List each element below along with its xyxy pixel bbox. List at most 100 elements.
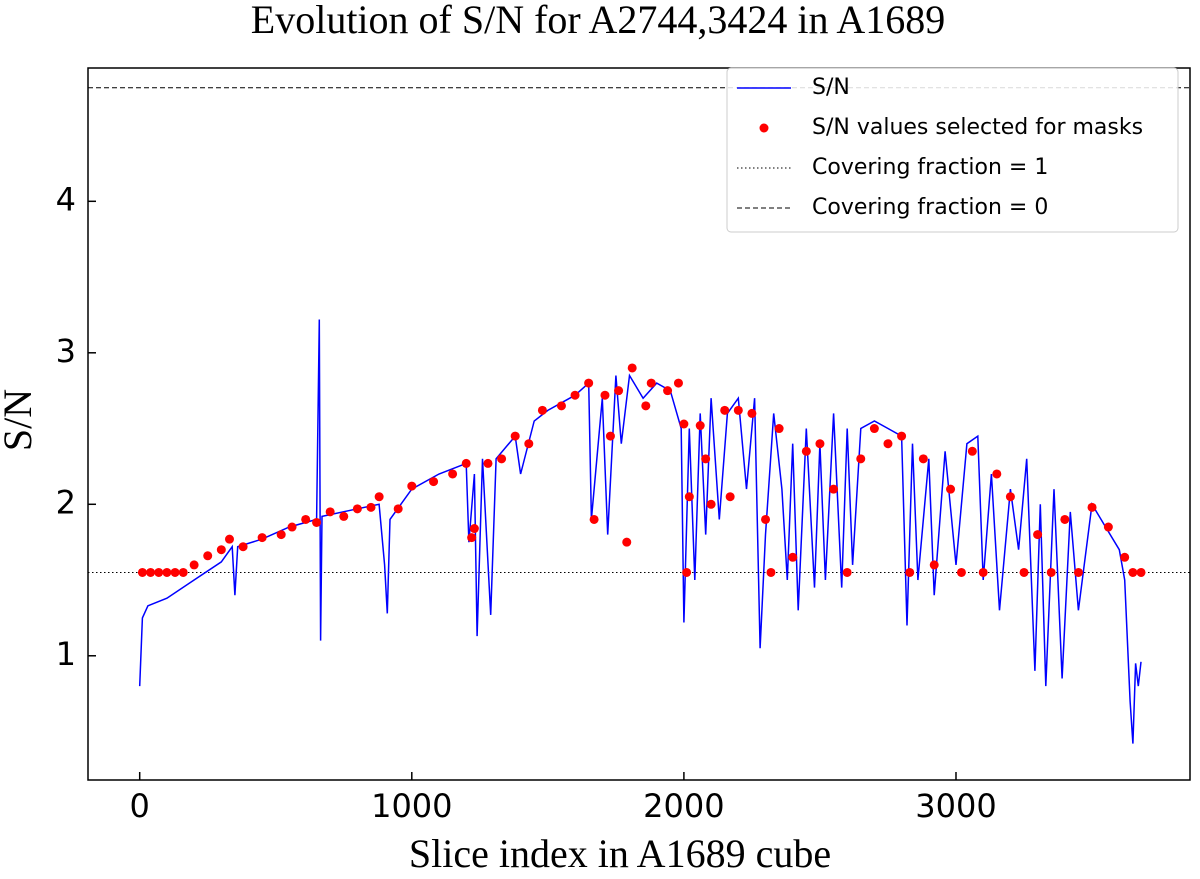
selected-point (178, 567, 188, 577)
selected-point (203, 551, 213, 561)
selected-point (448, 469, 458, 479)
y-axis-label: S/N (0, 389, 40, 451)
selected-point (663, 386, 673, 396)
selected-point (905, 567, 915, 577)
selected-point (761, 514, 771, 524)
legend-box (726, 67, 1179, 233)
selected-point (614, 386, 624, 396)
selected-point (946, 484, 956, 494)
selected-point (216, 545, 226, 555)
selected-point (556, 401, 566, 411)
y-tick-label: 4 (56, 180, 76, 218)
selected-point (287, 522, 297, 532)
selected-point (720, 405, 730, 415)
selected-point (1136, 567, 1146, 577)
selected-point (605, 431, 615, 441)
selected-point (918, 454, 928, 464)
selected-point (622, 537, 632, 547)
selected-point (883, 439, 893, 449)
selected-point (967, 446, 977, 456)
selected-point (162, 567, 172, 577)
selected-point (646, 378, 656, 388)
selected-point (679, 419, 689, 429)
selected-point (497, 454, 507, 464)
selected-point (224, 534, 234, 544)
selected-point (483, 458, 493, 468)
selected-point (366, 502, 376, 512)
selected-point (929, 560, 939, 570)
selected-point (1033, 530, 1043, 540)
selected-point (856, 454, 866, 464)
selected-point (801, 446, 811, 456)
y-tick-label: 3 (56, 332, 76, 370)
selected-point (842, 567, 852, 577)
selected-point (695, 421, 705, 431)
selected-point (1087, 502, 1097, 512)
selected-point (766, 567, 776, 577)
selected-point (393, 504, 403, 514)
selected-point (189, 560, 199, 570)
selected-point (146, 567, 156, 577)
selected-point (992, 469, 1002, 479)
selected-point (706, 499, 716, 509)
selected-point (788, 552, 798, 562)
selected-point (524, 439, 534, 449)
legend-label: Covering fraction = 1 (812, 155, 1048, 180)
selected-point (429, 477, 439, 487)
selected-point (467, 533, 477, 543)
selected-point (869, 424, 879, 434)
x-tick-label: 1000 (371, 787, 452, 825)
selected-point (829, 484, 839, 494)
selected-point (257, 533, 267, 543)
selected-point (154, 567, 164, 577)
y-tick-label: 2 (56, 483, 76, 521)
selected-point (537, 405, 547, 415)
selected-point (407, 481, 417, 491)
selected-point (137, 567, 147, 577)
selected-point (747, 408, 757, 418)
selected-point (1073, 567, 1083, 577)
selected-point (1120, 552, 1130, 562)
legend-label: S/N values selected for masks (812, 115, 1143, 140)
selected-point (600, 390, 610, 400)
selected-point (469, 524, 479, 534)
selected-point (1019, 567, 1029, 577)
selected-point (276, 530, 286, 540)
selected-point (815, 439, 825, 449)
selected-point (325, 507, 335, 517)
selected-point (589, 514, 599, 524)
selected-point (570, 390, 580, 400)
selected-point (733, 405, 743, 415)
selected-point (312, 517, 322, 527)
selected-point (1005, 492, 1015, 502)
selected-point (1046, 567, 1056, 577)
selected-point (673, 378, 683, 388)
legend-marker (759, 123, 769, 133)
y-tick-label: 1 (56, 635, 76, 673)
selected-point (510, 431, 520, 441)
selected-point (461, 458, 471, 468)
selected-point (956, 567, 966, 577)
plot-frame (87, 67, 1191, 781)
selected-point (641, 401, 651, 411)
selected-point (339, 511, 349, 521)
selected-point (374, 492, 384, 502)
legend-label: Covering fraction = 0 (812, 195, 1048, 220)
selected-point (774, 424, 784, 434)
selected-point (352, 504, 362, 514)
chart-title: Evolution of S/N for A2744,3424 in A1689 (251, 0, 945, 42)
selected-point (682, 567, 692, 577)
selected-point (301, 514, 311, 524)
selected-point (701, 454, 711, 464)
selected-point (1060, 514, 1070, 524)
legend-label: S/N (812, 75, 850, 100)
x-tick-label: 3000 (915, 787, 996, 825)
x-tick-label: 0 (130, 787, 150, 825)
x-axis-label: Slice index in A1689 cube (409, 831, 831, 876)
selected-point (978, 567, 988, 577)
selected-point (1103, 522, 1113, 532)
selected-point (627, 363, 637, 373)
selected-point (584, 378, 594, 388)
selected-point (1128, 567, 1138, 577)
